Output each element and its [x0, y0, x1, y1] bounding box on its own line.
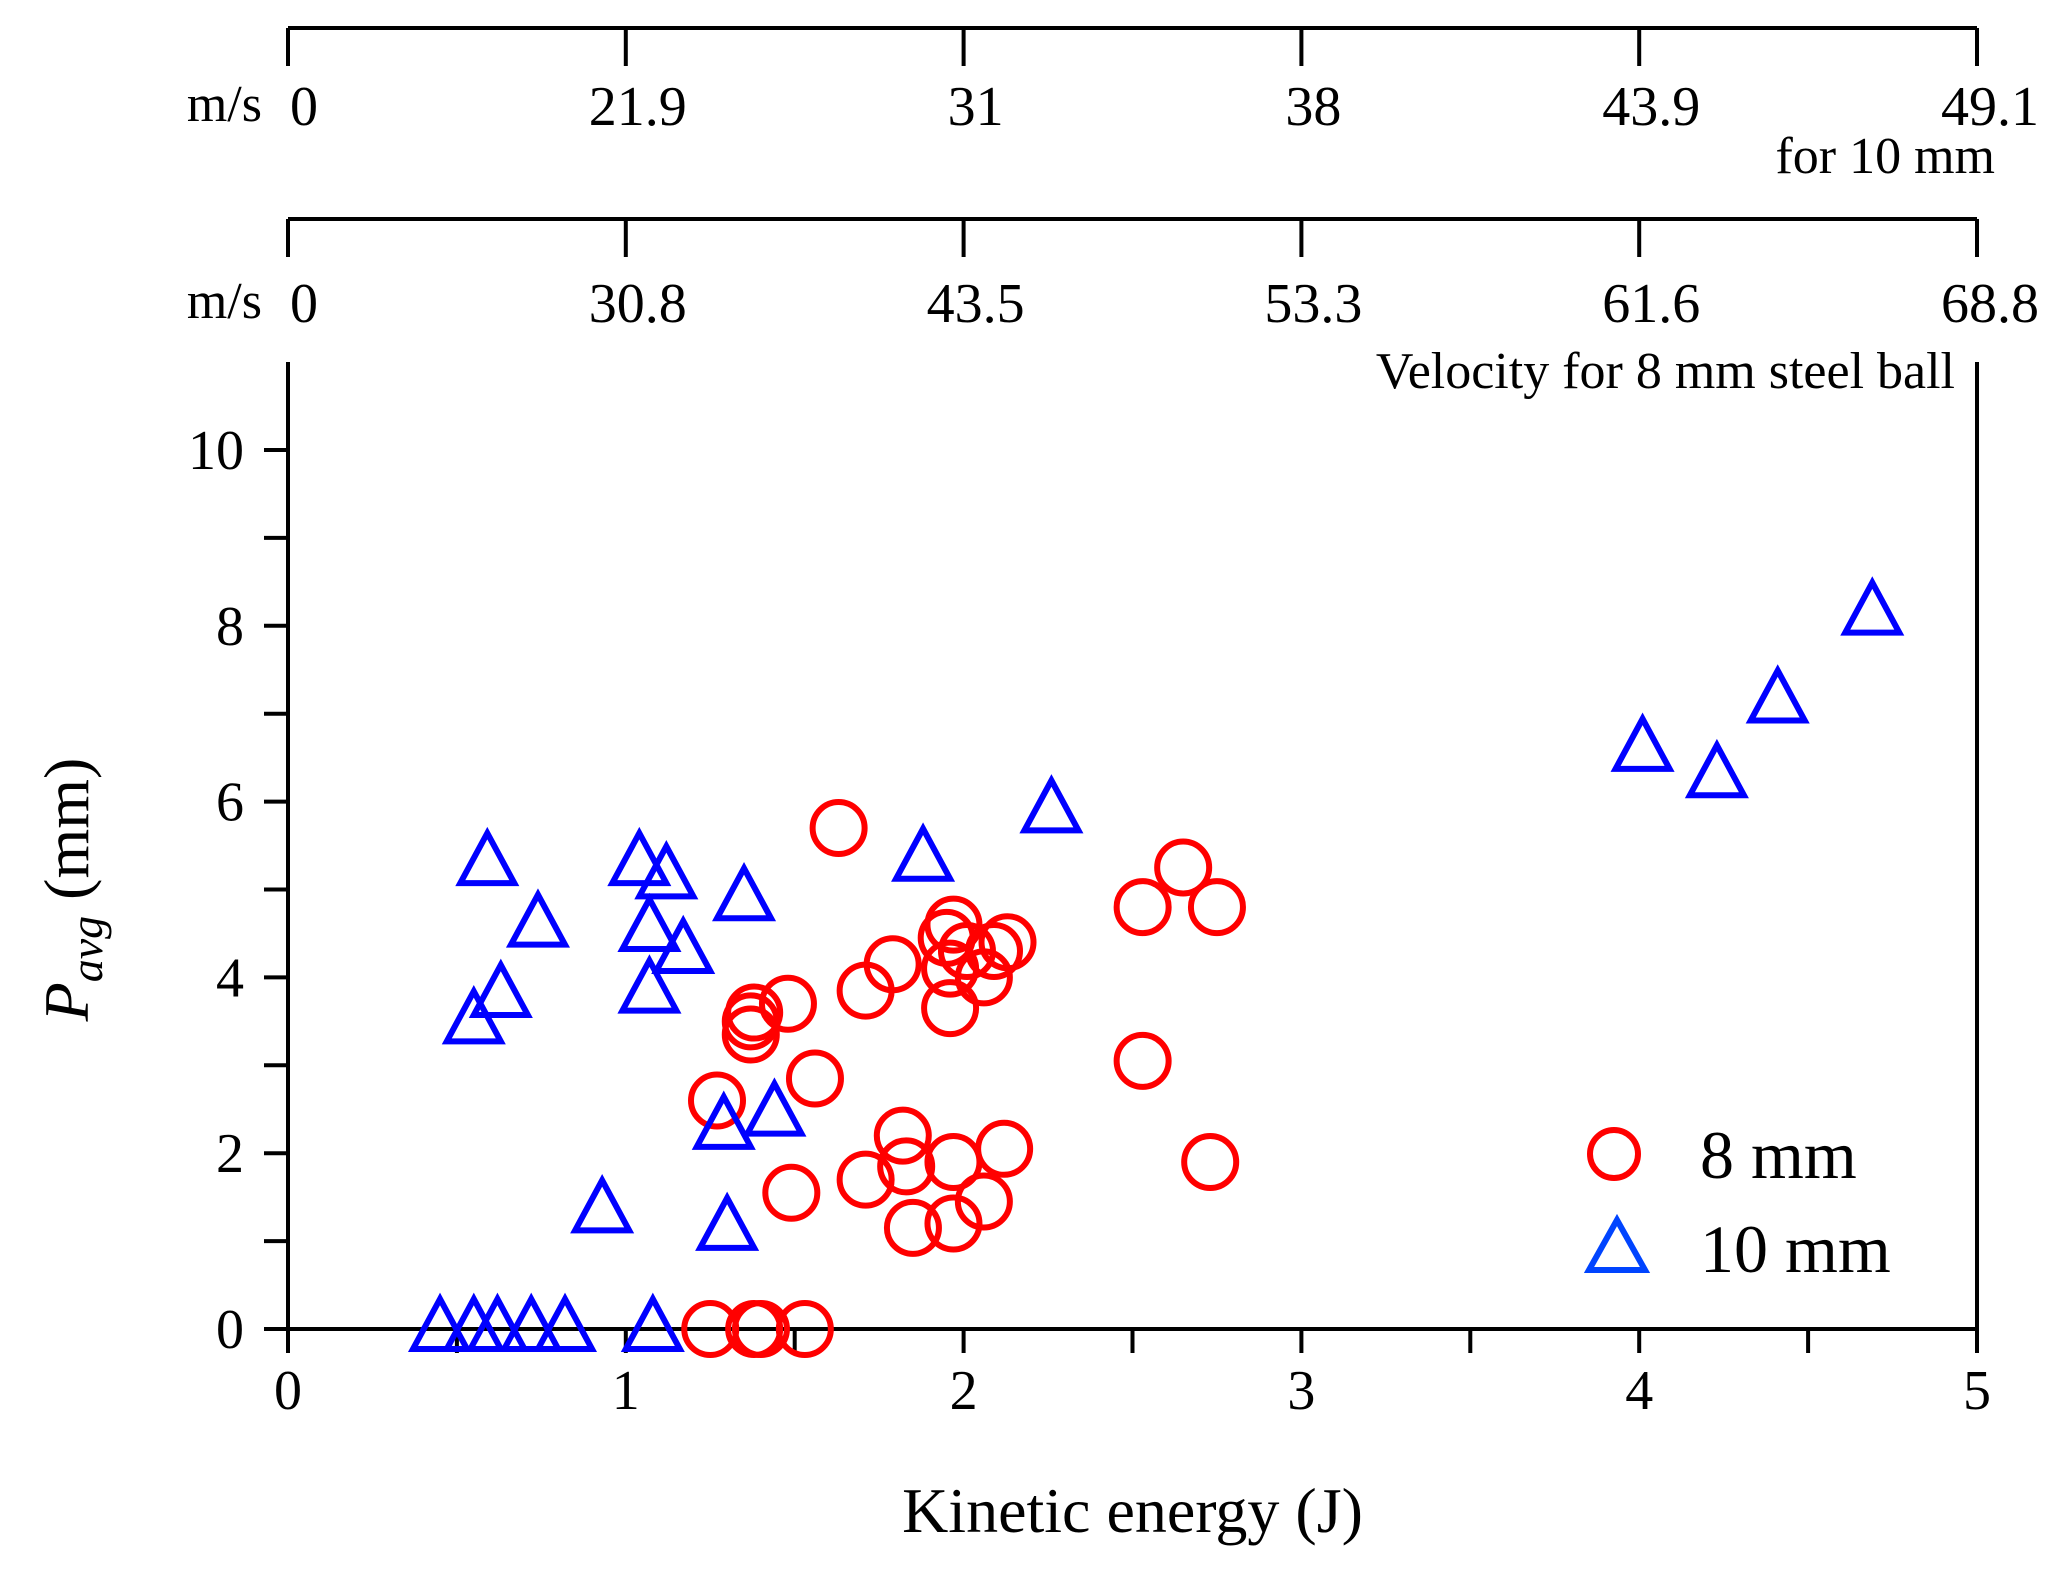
x-tick-label: 1 [612, 1360, 640, 1422]
data-point-10mm [651, 914, 716, 975]
data-point-8mm [1113, 878, 1172, 937]
data-point-8mm [1113, 1031, 1172, 1090]
data-point-10mm [712, 861, 777, 922]
data-point-8mm [965, 922, 1024, 981]
axis8-tick-label: 0 [290, 273, 318, 335]
data-point-10mm [1019, 774, 1084, 834]
data-point-8mm [809, 798, 868, 857]
y-axis-label-subscript: avg [61, 916, 112, 982]
data-point-10mm [634, 840, 699, 900]
data-point-8mm [954, 1172, 1013, 1231]
legend-label-10mm: 10 mm [1700, 1211, 1891, 1287]
axis8-tick-label: 61.6 [1602, 273, 1700, 335]
data-point-10mm [742, 1077, 807, 1137]
data-point-10mm [465, 1292, 530, 1352]
data-point-8mm [725, 983, 784, 1042]
top-axis-8mm-caption: Velocity for 8 mm steel ball [1376, 343, 1955, 400]
legend-marker-8mm [1587, 1127, 1641, 1181]
y-tick-label: 4 [216, 947, 244, 1009]
axis8-tick-label: 43.5 [927, 273, 1025, 335]
data-point-8mm [924, 1194, 983, 1253]
x-tick-label: 2 [950, 1360, 978, 1422]
y-tick-label: 10 [188, 420, 244, 482]
data-point-8mm [1154, 838, 1213, 897]
axis10-tick-label: 0 [290, 76, 318, 138]
data-point-8mm [975, 1119, 1034, 1178]
axis8-tick-label: 30.8 [589, 273, 687, 335]
y-tick-label: 0 [216, 1299, 244, 1361]
data-point-10mm [617, 954, 682, 1014]
axis10-tick-label: 21.9 [589, 76, 687, 138]
data-point-10mm [505, 888, 571, 948]
data-point-8mm [1187, 878, 1246, 937]
axis10-tick-label: 43.9 [1602, 76, 1700, 138]
data-point-8mm [688, 1071, 747, 1130]
x-tick-label: 4 [1625, 1360, 1653, 1422]
data-point-8mm [785, 1049, 844, 1108]
data-point-10mm [607, 826, 672, 887]
data-point-10mm [570, 1174, 635, 1234]
data-point-8mm [775, 1300, 834, 1358]
x-tick-label: 0 [274, 1360, 302, 1422]
data-point-10mm [620, 1292, 685, 1352]
legend-label-8mm: 8 mm [1700, 1117, 1857, 1193]
data-point-8mm [877, 1137, 936, 1196]
data-point-8mm [873, 1106, 932, 1165]
y-tick-label: 8 [216, 596, 244, 658]
y-axis-label: Pavg (mm) [31, 758, 112, 1023]
data-point-8mm [731, 1300, 790, 1358]
data-point-8mm [863, 935, 922, 994]
axis10-tick-label: 31 [948, 76, 1004, 138]
data-point-10mm [1840, 576, 1905, 636]
y-tick-label: 2 [216, 1123, 244, 1185]
data-point-10mm [691, 1090, 756, 1150]
top-axis-8mm-unit: m/s [187, 273, 262, 330]
top-axis-10mm: 0 21.9 31 38 43.9 49.1 m/s for 10 mm [187, 26, 2039, 185]
data-point-10mm [407, 1292, 473, 1352]
data-point-8mm [836, 1150, 895, 1209]
data-point-10mm [1684, 738, 1749, 799]
data-point-10mm [617, 892, 682, 953]
y-axis-label-unit: (mm) [31, 758, 102, 916]
data-point-10mm [532, 1292, 598, 1352]
x-tick-label: 3 [1287, 1360, 1315, 1422]
series-10mm [407, 576, 1905, 1352]
data-point-10mm [455, 826, 520, 887]
data-point-8mm [978, 913, 1037, 972]
data-point-10mm [499, 1292, 564, 1352]
y-axis-label-symbol: P [31, 982, 102, 1022]
axis10-tick-label: 49.1 [1941, 76, 2039, 138]
data-point-10mm [695, 1191, 760, 1251]
x-tick-label: 5 [1963, 1360, 1991, 1422]
x-axis-label: Kinetic energy (J) [902, 1475, 1363, 1546]
axis8-tick-label: 68.8 [1941, 273, 2039, 335]
data-point-10mm [891, 822, 956, 882]
data-point-8mm [721, 1005, 780, 1064]
data-point-10mm [1745, 664, 1810, 724]
axis10-tick-label: 38 [1285, 76, 1341, 138]
top-axis-10mm-unit: m/s [187, 76, 262, 133]
top-axis-8mm: 0 30.8 43.5 53.3 61.6 68.8 m/s Velocity for 8… [187, 217, 2039, 400]
data-point-8mm [758, 974, 817, 1033]
legend-marker-10mm [1583, 1213, 1651, 1273]
series-8mm [681, 798, 1246, 1358]
axis8-tick-label: 53.3 [1264, 273, 1362, 335]
data-point-10mm [468, 958, 533, 1018]
y-tick-label: 6 [216, 772, 244, 834]
data-point-8mm [924, 895, 983, 954]
data-point-8mm [921, 979, 980, 1038]
top-axis-10mm-caption: for 10 mm [1775, 128, 1995, 185]
data-point-8mm [1181, 1132, 1240, 1191]
data-point-8mm [883, 1198, 942, 1257]
data-point-8mm [762, 1163, 821, 1222]
data-point-10mm [1610, 712, 1675, 772]
legend: 8 mm 10 mm [1583, 1117, 1891, 1287]
